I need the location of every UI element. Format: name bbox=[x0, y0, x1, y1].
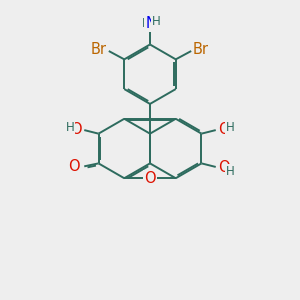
Text: H: H bbox=[226, 165, 235, 178]
Text: O: O bbox=[68, 159, 80, 174]
Text: H: H bbox=[226, 121, 235, 134]
Text: N: N bbox=[145, 16, 156, 31]
Text: O: O bbox=[218, 160, 230, 175]
Text: O: O bbox=[70, 122, 82, 137]
Text: O: O bbox=[218, 122, 230, 137]
Text: Br: Br bbox=[193, 42, 209, 57]
Text: H: H bbox=[142, 16, 151, 30]
Text: O: O bbox=[144, 171, 156, 186]
Text: Br: Br bbox=[91, 42, 107, 57]
Text: H: H bbox=[152, 15, 161, 28]
Text: H: H bbox=[65, 121, 74, 134]
